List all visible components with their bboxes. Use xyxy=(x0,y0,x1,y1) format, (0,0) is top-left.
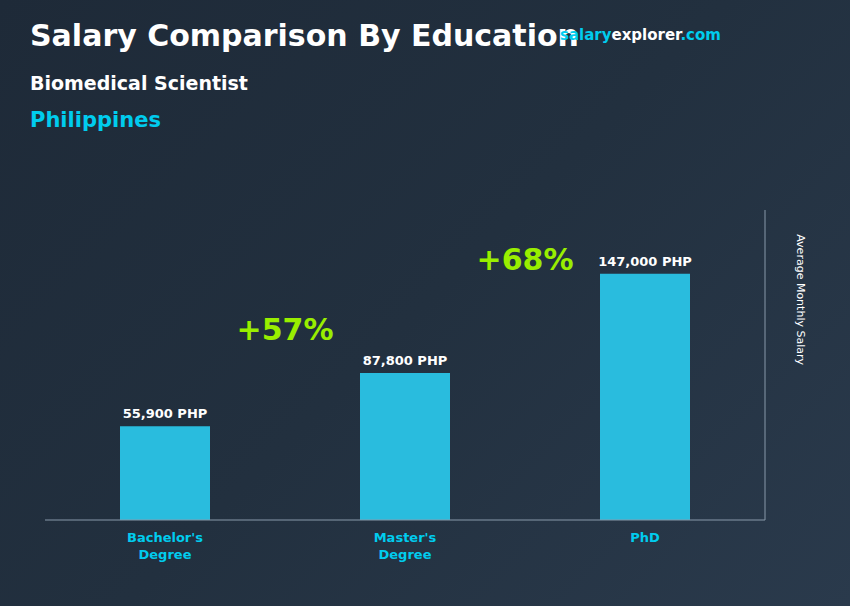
svg-text:55,900 PHP: 55,900 PHP xyxy=(123,406,208,421)
html-text:salary explorer.com: salary explorer.com xyxy=(560,26,721,44)
html-text:+68%: +68% xyxy=(476,242,574,277)
html-text:Philippines: Philippines xyxy=(30,108,161,132)
svg-text:Bachelor'sDegree: Bachelor'sDegree xyxy=(127,530,203,562)
html-text:Salary Comparison By Education: Salary Comparison By Education xyxy=(30,18,579,53)
html-text:+57%: +57% xyxy=(236,312,334,347)
svg-text:PhD: PhD xyxy=(630,530,660,545)
html-text:Biomedical Scientist: Biomedical Scientist xyxy=(30,72,248,94)
svg-text:87,800 PHP: 87,800 PHP xyxy=(363,353,448,368)
svg-text:Master'sDegree: Master'sDegree xyxy=(374,530,437,562)
svg-text:147,000 PHP: 147,000 PHP xyxy=(598,254,692,269)
svg-text:Average Monthly Salary: Average Monthly Salary xyxy=(794,234,807,365)
